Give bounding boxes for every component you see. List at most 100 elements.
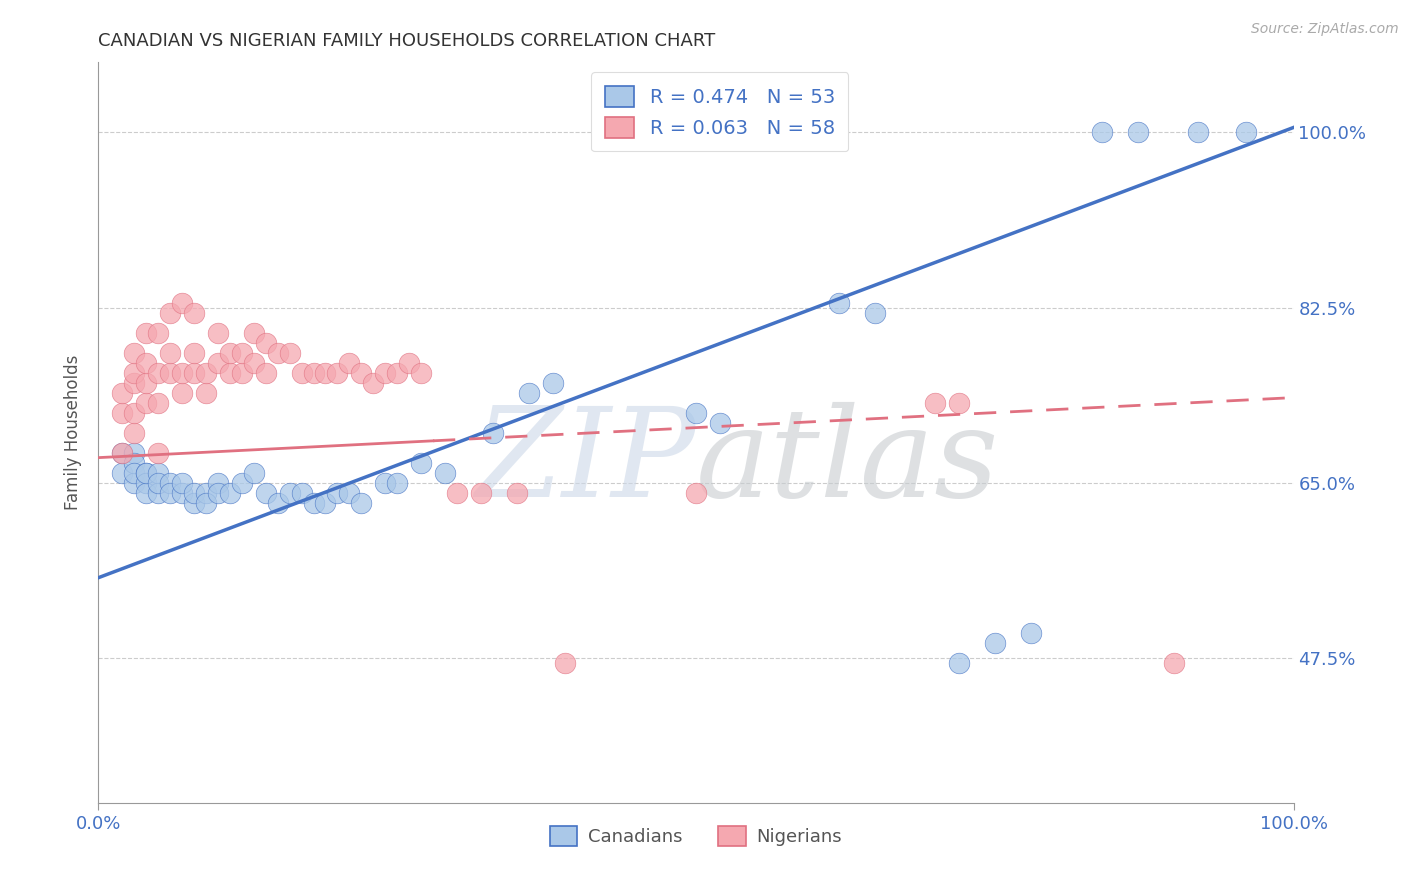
- Point: [183, 345, 205, 359]
- Point: [267, 496, 290, 510]
- Point: [124, 425, 146, 440]
- Point: [183, 366, 205, 380]
- Point: [291, 366, 314, 380]
- Point: [948, 656, 970, 670]
- Point: [302, 496, 325, 510]
- Point: [709, 416, 731, 430]
- Point: [172, 385, 194, 400]
- Point: [159, 475, 181, 490]
- Point: [1163, 656, 1185, 670]
- Point: [326, 485, 349, 500]
- Point: [124, 376, 146, 390]
- Point: [398, 355, 420, 369]
- Point: [517, 385, 540, 400]
- Point: [172, 295, 194, 310]
- Point: [315, 496, 337, 510]
- Point: [350, 366, 373, 380]
- Point: [124, 475, 146, 490]
- Point: [148, 395, 170, 409]
- Point: [135, 376, 157, 390]
- Point: [254, 366, 277, 380]
- Point: [339, 355, 361, 369]
- Point: [111, 466, 134, 480]
- Point: [172, 475, 194, 490]
- Point: [231, 366, 253, 380]
- Point: [135, 326, 157, 340]
- Point: [828, 295, 851, 310]
- Point: [172, 366, 194, 380]
- Point: [1019, 625, 1042, 640]
- Point: [159, 485, 181, 500]
- Point: [411, 366, 433, 380]
- Point: [207, 485, 229, 500]
- Point: [243, 326, 266, 340]
- Point: [984, 636, 1007, 650]
- Point: [124, 456, 146, 470]
- Point: [254, 335, 277, 350]
- Point: [267, 345, 290, 359]
- Point: [278, 485, 301, 500]
- Point: [350, 496, 373, 510]
- Point: [159, 345, 181, 359]
- Point: [411, 456, 433, 470]
- Text: atlas: atlas: [696, 401, 1000, 523]
- Point: [948, 395, 970, 409]
- Point: [374, 475, 396, 490]
- Point: [135, 475, 157, 490]
- Point: [195, 366, 218, 380]
- Point: [219, 485, 242, 500]
- Point: [481, 425, 505, 440]
- Point: [124, 406, 146, 420]
- Point: [124, 445, 146, 459]
- Legend: Canadians, Nigerians: Canadians, Nigerians: [543, 819, 849, 853]
- Point: [135, 466, 157, 480]
- Point: [1128, 126, 1150, 140]
- Point: [219, 345, 242, 359]
- Point: [291, 485, 314, 500]
- Point: [148, 485, 170, 500]
- Point: [124, 466, 146, 480]
- Point: [148, 366, 170, 380]
- Point: [1234, 126, 1257, 140]
- Point: [207, 355, 229, 369]
- Point: [554, 656, 576, 670]
- Point: [148, 475, 170, 490]
- Point: [385, 475, 409, 490]
- Point: [231, 475, 253, 490]
- Point: [470, 485, 492, 500]
- Point: [207, 326, 229, 340]
- Point: [363, 376, 385, 390]
- Point: [1091, 126, 1114, 140]
- Point: [254, 485, 277, 500]
- Point: [111, 445, 134, 459]
- Point: [172, 485, 194, 500]
- Point: [207, 475, 229, 490]
- Point: [124, 345, 146, 359]
- Point: [1187, 126, 1209, 140]
- Point: [124, 366, 146, 380]
- Point: [315, 366, 337, 380]
- Point: [195, 485, 218, 500]
- Point: [111, 406, 134, 420]
- Point: [339, 485, 361, 500]
- Point: [195, 385, 218, 400]
- Point: [135, 355, 157, 369]
- Point: [135, 395, 157, 409]
- Point: [195, 496, 218, 510]
- Point: [278, 345, 301, 359]
- Text: CANADIAN VS NIGERIAN FAMILY HOUSEHOLDS CORRELATION CHART: CANADIAN VS NIGERIAN FAMILY HOUSEHOLDS C…: [98, 32, 716, 50]
- Point: [183, 485, 205, 500]
- Point: [159, 366, 181, 380]
- Point: [385, 366, 409, 380]
- Y-axis label: Family Households: Family Households: [65, 355, 83, 510]
- Point: [111, 445, 134, 459]
- Point: [506, 485, 529, 500]
- Point: [159, 305, 181, 319]
- Point: [446, 485, 468, 500]
- Point: [183, 305, 205, 319]
- Point: [243, 466, 266, 480]
- Text: Source: ZipAtlas.com: Source: ZipAtlas.com: [1251, 22, 1399, 37]
- Point: [148, 466, 170, 480]
- Point: [326, 366, 349, 380]
- Point: [111, 385, 134, 400]
